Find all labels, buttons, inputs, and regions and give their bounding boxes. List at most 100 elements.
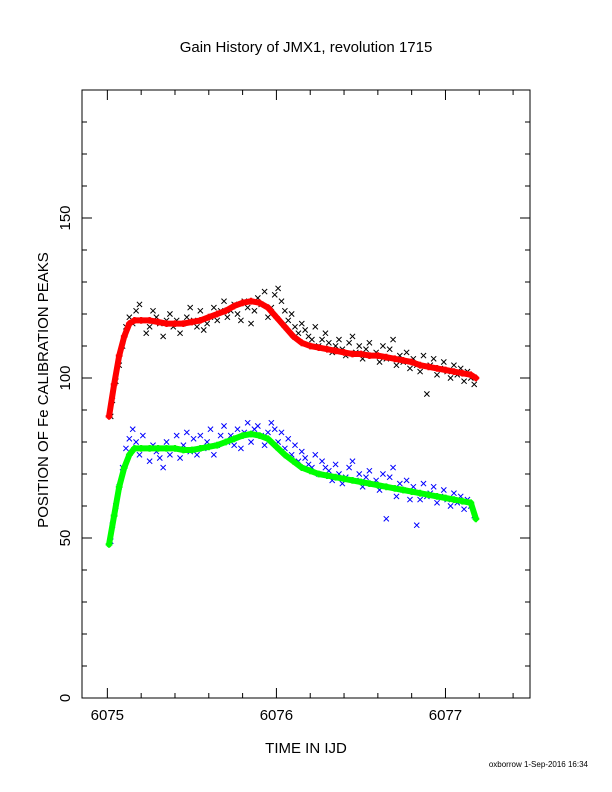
data-point: [396, 480, 403, 487]
data-point: [461, 506, 468, 513]
x-axis-label: TIME IN IJD: [265, 740, 347, 757]
data-point: [322, 330, 329, 337]
data-point: [346, 339, 353, 346]
data-point: [390, 336, 397, 343]
data-point: [133, 307, 140, 314]
data-point: [133, 439, 140, 445]
data-point: [420, 480, 427, 487]
data-point: [403, 477, 410, 484]
data-point: [234, 311, 241, 317]
y-tick-label: 0: [57, 694, 74, 702]
y-tick-label: 50: [57, 530, 74, 547]
data-point: [166, 311, 173, 317]
data-point: [136, 301, 143, 308]
data-point: [420, 352, 427, 359]
data-point: [123, 445, 129, 452]
data-point: [434, 371, 440, 378]
data-point: [366, 467, 373, 474]
data-point: [319, 336, 326, 343]
footer-stamp: oxborrow 1-Sep-2016 16:34: [489, 760, 589, 769]
data-point: [407, 496, 413, 503]
data-point: [160, 333, 167, 340]
data-point: [383, 515, 390, 522]
data-point: [363, 346, 369, 353]
data-point: [129, 426, 136, 433]
data-point: [356, 471, 363, 477]
data-point: [349, 333, 356, 340]
data-point: [271, 426, 278, 433]
data-point: [173, 432, 180, 439]
data-point: [403, 349, 410, 356]
data-point: [450, 490, 457, 497]
data-point: [265, 314, 271, 321]
data-point: [197, 307, 204, 314]
data-point: [386, 346, 393, 353]
data-point: [194, 323, 200, 330]
data-point: [302, 455, 309, 461]
data-point: [214, 317, 221, 324]
data-point: [183, 429, 190, 436]
data-point: [190, 435, 197, 442]
data-point: [244, 419, 251, 426]
data-point: [393, 493, 400, 500]
data-point: [248, 320, 255, 327]
data-point: [278, 429, 285, 436]
data-point: [292, 442, 298, 449]
data-point: [197, 432, 204, 439]
data-point: [136, 451, 143, 458]
data-point: [146, 323, 153, 330]
series-1: [105, 297, 480, 420]
data-point: [126, 314, 133, 321]
data-point: [298, 448, 305, 455]
data-point: [390, 464, 397, 471]
data-point: [207, 426, 214, 433]
data-point: [166, 451, 173, 458]
data-point: [143, 330, 150, 337]
x-tick-label: 6075: [91, 707, 124, 724]
data-point: [177, 455, 184, 461]
data-point: [146, 458, 153, 465]
data-point: [312, 323, 319, 330]
data-point: [271, 291, 278, 298]
data-point: [430, 355, 437, 362]
x-tick-label: 6077: [429, 707, 462, 724]
data-point: [407, 365, 413, 372]
data-point: [254, 423, 261, 429]
data-point: [200, 327, 207, 333]
data-point: [450, 362, 457, 369]
data-point: [430, 483, 437, 490]
data-point: [183, 314, 190, 321]
data-point: [376, 359, 383, 365]
data-point: [319, 458, 326, 465]
data-point: [261, 442, 268, 449]
data-point: [221, 423, 227, 429]
data-point: [231, 442, 238, 449]
data-point: [461, 378, 468, 385]
data-point: [160, 464, 167, 471]
data-point: [379, 471, 386, 477]
data-point: [177, 330, 184, 337]
data-point: [251, 307, 258, 314]
data-point: [194, 451, 200, 458]
data-point: [332, 461, 339, 468]
data-point: [346, 464, 353, 471]
data-point: [281, 307, 288, 314]
data-point: [393, 362, 400, 369]
data-point: [434, 499, 440, 506]
data-point: [278, 298, 285, 305]
data-point: [308, 336, 315, 343]
data-point: [447, 375, 454, 381]
data-point: [204, 320, 211, 327]
y-tick-label: 150: [57, 205, 74, 230]
data-point: [298, 320, 305, 327]
data-point: [379, 343, 386, 349]
plot-frame: [81, 89, 531, 699]
data-point: [275, 285, 282, 292]
data-point: [139, 432, 146, 439]
data-point: [440, 359, 447, 365]
data-point: [423, 391, 430, 397]
y-axis-label: POSITION OF Fe CALIBRATION PEAKS: [35, 252, 52, 528]
series-3: [105, 430, 480, 548]
data-point: [244, 304, 251, 311]
